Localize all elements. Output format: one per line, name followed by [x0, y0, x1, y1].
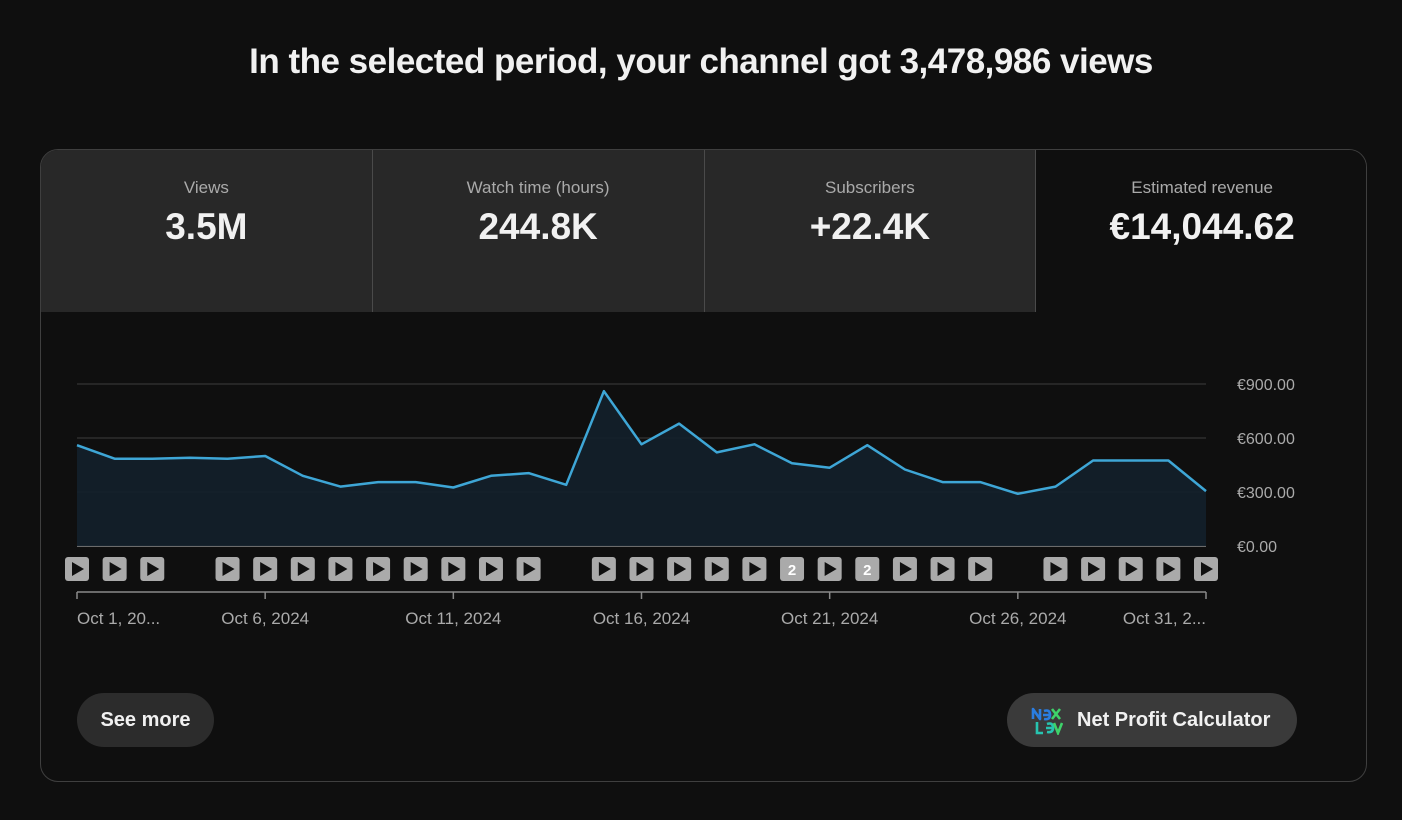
tab-watch-time-label: Watch time (hours)	[466, 178, 610, 197]
play-icon	[72, 562, 84, 576]
net-profit-calculator-button[interactable]: Net Profit Calculator	[1007, 693, 1297, 747]
y-tick-label: €0.00	[1237, 539, 1277, 556]
play-icon	[297, 562, 310, 576]
play-icon	[373, 562, 386, 576]
y-tick-label: €600.00	[1237, 431, 1295, 448]
tab-watch-time[interactable]: Watch time (hours) 244.8K	[372, 150, 705, 312]
play-icon	[824, 562, 837, 576]
video-marker[interactable]	[780, 557, 805, 581]
tab-subscribers-value: +22.4K	[809, 206, 931, 247]
tab-revenue-label: Estimated revenue	[1131, 178, 1273, 197]
tab-watch-time-value: 244.8K	[478, 206, 598, 247]
see-more-button[interactable]: See more	[77, 693, 214, 747]
x-tick-label: Oct 6, 2024	[221, 609, 309, 628]
play-icon	[636, 562, 649, 576]
analytics-card: Views 3.5M Watch time (hours) 244.8K Sub…	[40, 149, 1367, 782]
play-icon	[937, 562, 950, 576]
x-tick-label: Oct 26, 2024	[969, 609, 1066, 628]
tab-views-label: Views	[183, 178, 229, 197]
video-marker-count: 2	[788, 562, 796, 579]
metric-tabs: Views 3.5M Watch time (hours) 244.8K Sub…	[41, 150, 1366, 312]
play-icon	[899, 562, 912, 576]
x-tick-label: Oct 31, 2...	[1123, 609, 1206, 628]
play-icon	[147, 562, 160, 576]
video-marker-count: 2	[863, 562, 871, 579]
play-icon	[1125, 562, 1138, 576]
play-icon	[523, 562, 536, 576]
x-tick-label: Oct 1, 20...	[77, 609, 160, 628]
play-icon	[674, 562, 687, 576]
y-tick-label: €900.00	[1237, 377, 1295, 394]
play-icon	[1163, 562, 1176, 576]
play-icon	[335, 562, 348, 576]
tab-revenue-value: €14,044.62	[1109, 206, 1295, 247]
play-icon	[222, 562, 235, 576]
tab-views-value: 3.5M	[165, 206, 248, 247]
tab-estimated-revenue[interactable]: Estimated revenue €14,044.62	[1036, 150, 1366, 312]
play-icon	[1050, 562, 1063, 576]
tab-subscribers[interactable]: Subscribers +22.4K	[704, 150, 1037, 312]
page-headline: In the selected period, your channel got…	[249, 42, 1153, 81]
video-marker[interactable]	[855, 557, 880, 581]
revenue-line	[76, 389, 1207, 496]
play-icon	[598, 562, 611, 576]
x-tick-label: Oct 11, 2024	[405, 609, 501, 628]
play-icon	[109, 562, 122, 576]
play-icon	[485, 562, 498, 576]
y-tick-label: €300.00	[1237, 485, 1295, 502]
play-icon	[260, 562, 273, 576]
x-tick-label: Oct 16, 2024	[593, 609, 690, 628]
play-icon	[1201, 562, 1213, 576]
play-icon	[1088, 562, 1101, 576]
net-profit-calculator-label: Net Profit Calculator	[1077, 708, 1271, 731]
x-tick-label: Oct 21, 2024	[781, 609, 878, 628]
revenue-chart-svg: €900.00 €600.00 €300.00 €0.00 2 2 Oct 1, 20...…	[65, 377, 1295, 628]
revenue-area	[77, 391, 1206, 546]
tab-views[interactable]: Views 3.5M	[41, 150, 373, 312]
play-icon	[448, 562, 461, 576]
nexlev-logo-icon	[1031, 707, 1063, 735]
revenue-chart: €900.00 €600.00 €300.00 €0.00 2 2 Oct 1, 20...…	[41, 312, 1366, 652]
play-icon	[749, 562, 762, 576]
tab-subscribers-label: Subscribers	[824, 178, 915, 197]
play-icon	[410, 562, 423, 576]
play-icon	[975, 562, 988, 576]
play-icon	[711, 562, 724, 576]
